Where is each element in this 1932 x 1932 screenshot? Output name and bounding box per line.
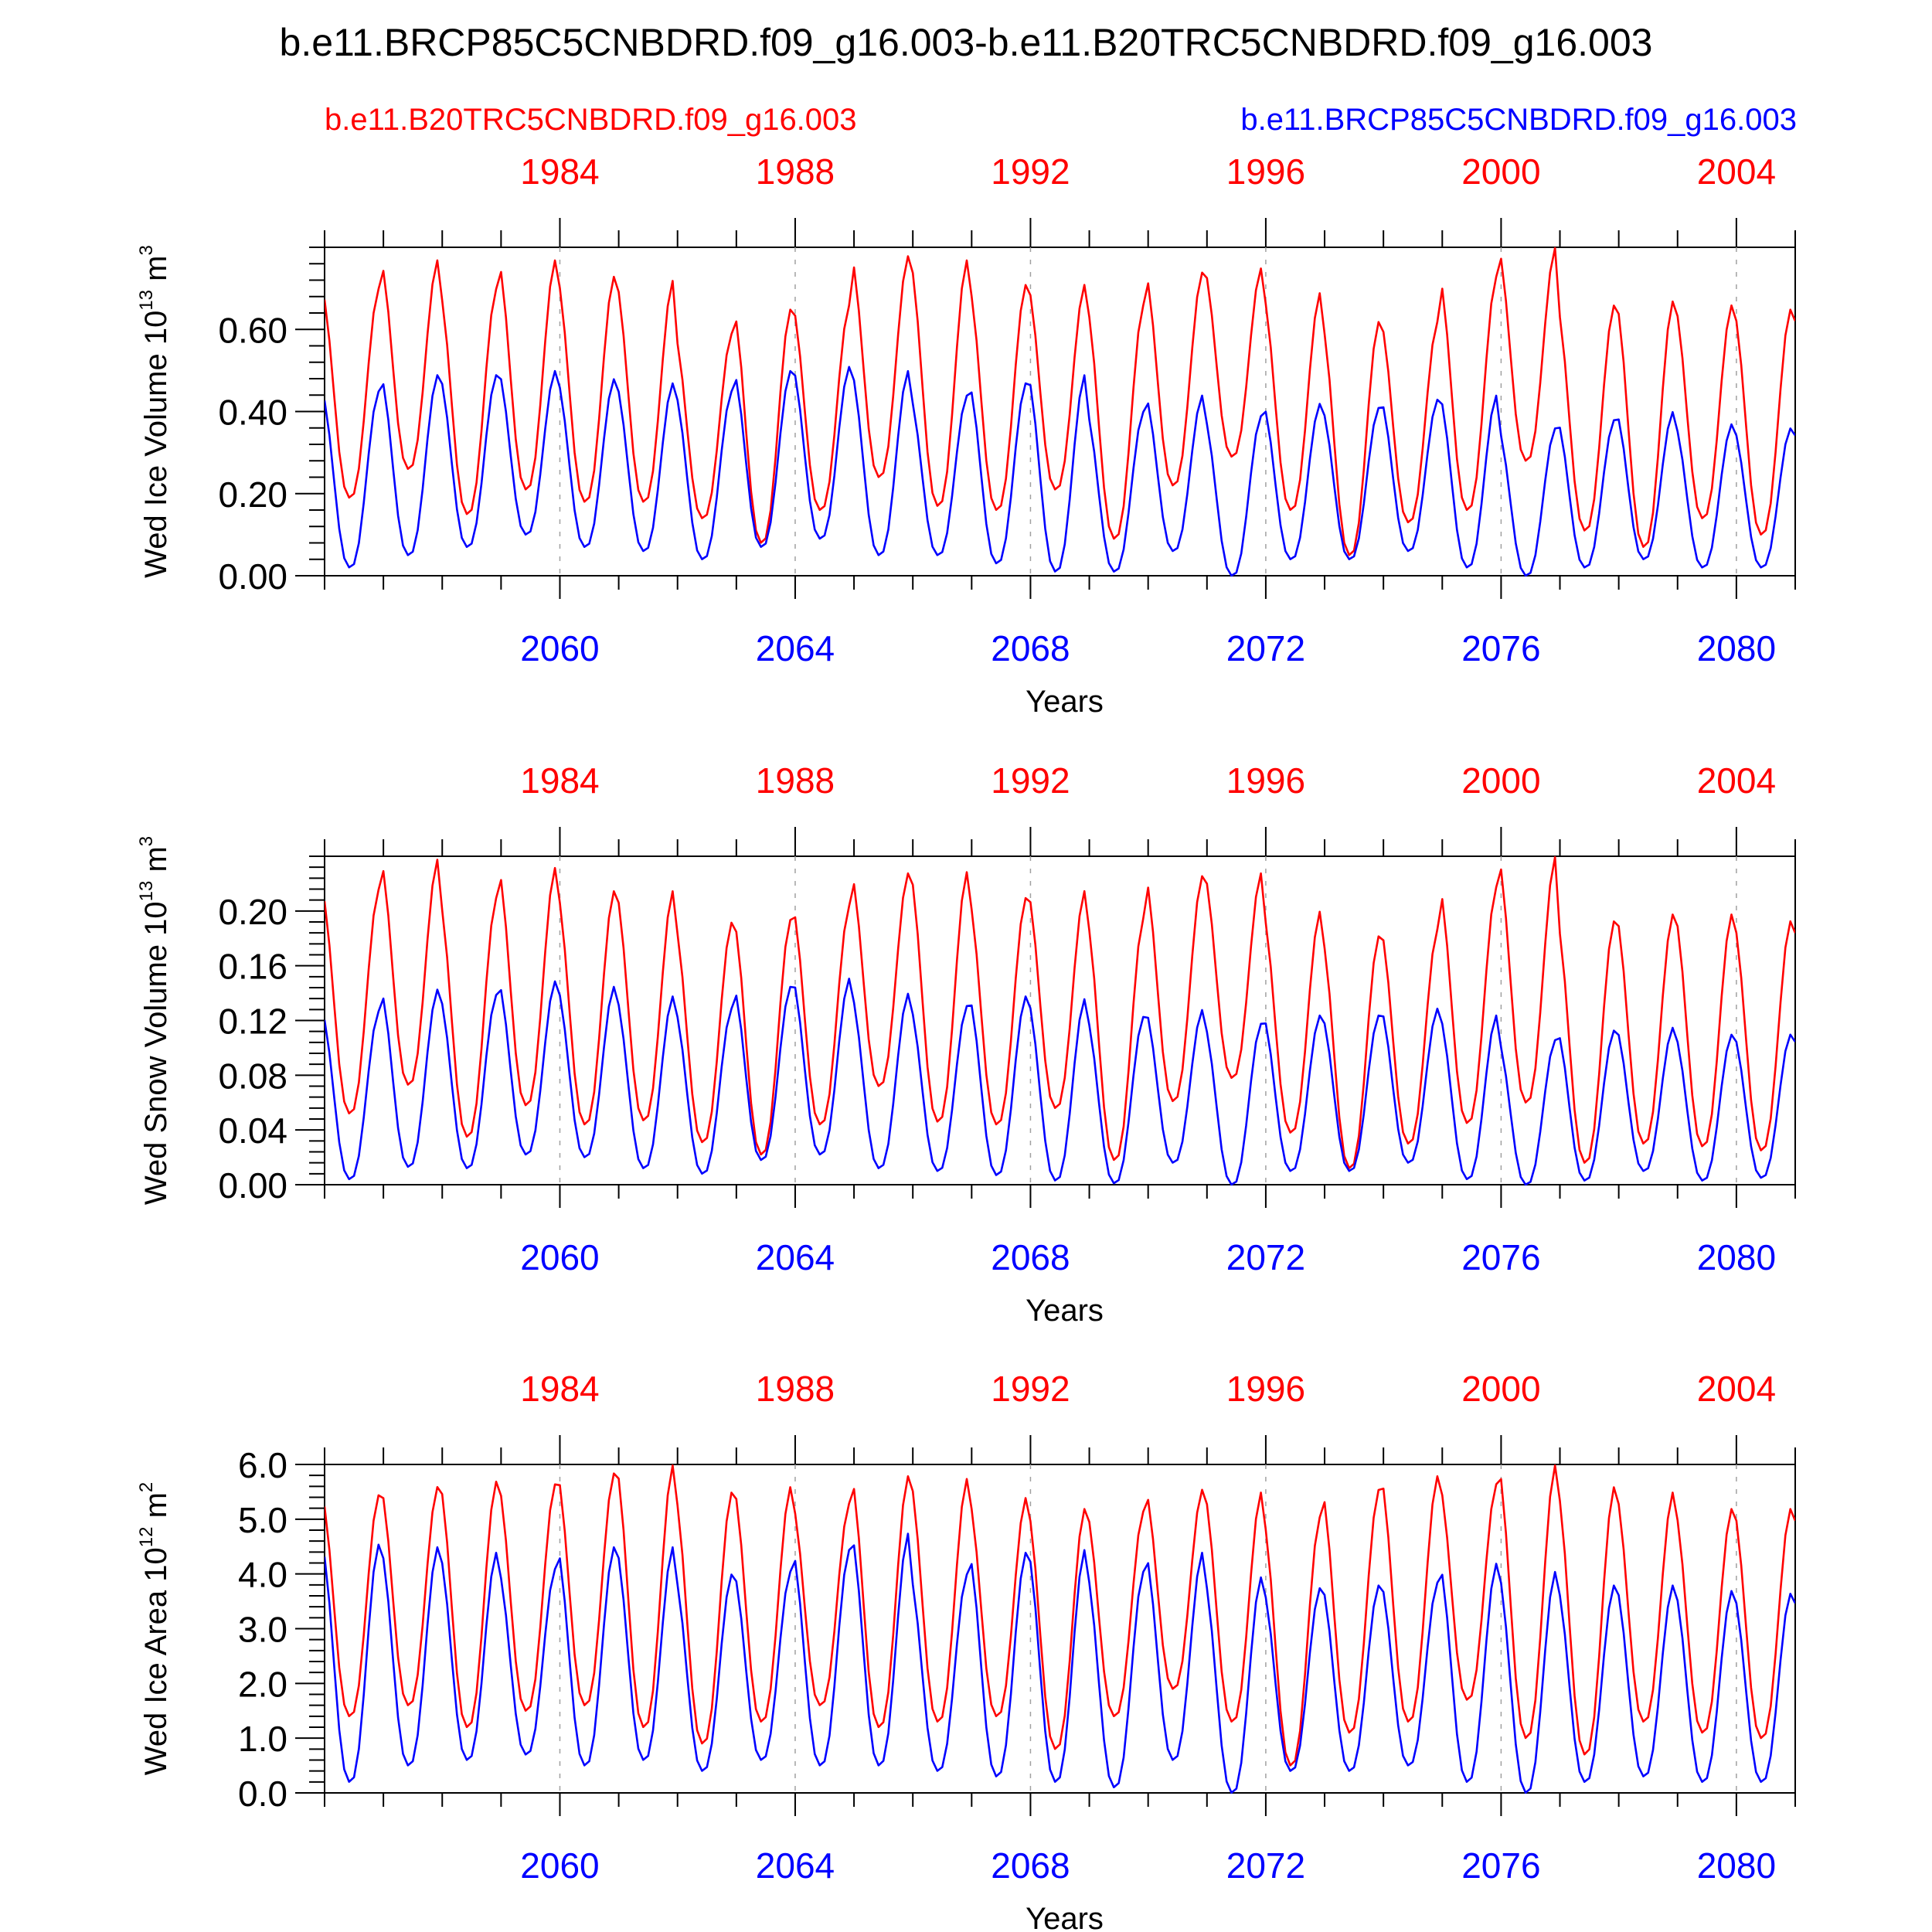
panel-ice-area: 2060 2064 2068 2072 2076 2080 Years 1984 1988 199… xyxy=(136,1369,1796,1932)
panel-ice-volume: 2060 2064 2068 2072 2076 2080 Years 1984 1988 199… xyxy=(136,151,1796,719)
y-tick-label: 5.0 xyxy=(238,1500,287,1540)
figure-title: b.e11.BRCP85C5CNBDRD.f09_g16.003-b.e11.B… xyxy=(280,21,1653,64)
y-tick-label: 1.0 xyxy=(238,1719,287,1759)
y-tick-label: 0.40 xyxy=(218,393,287,433)
top-tick-label: 2000 xyxy=(1461,151,1540,192)
bottom-tick-label: 2060 xyxy=(520,1845,599,1886)
bottom-tick-label: 2068 xyxy=(991,628,1070,668)
top-tick-label: 1996 xyxy=(1226,1369,1305,1409)
top-tick-label: 1996 xyxy=(1226,760,1305,801)
panel-snow-volume: 2060 2064 2068 2072 2076 2080 Years 1984 1988 199… xyxy=(136,760,1796,1328)
plot-frame xyxy=(324,855,1796,1185)
bottom-tick-label: 2072 xyxy=(1226,1845,1305,1886)
bottom-tick-label: 2068 xyxy=(991,1237,1070,1277)
x-axis-label: Years xyxy=(1026,1294,1104,1328)
top-tick-label: 1992 xyxy=(991,760,1070,801)
top-tick-label: 2000 xyxy=(1461,1369,1540,1409)
bottom-tick-label: 2076 xyxy=(1461,1237,1540,1277)
plot-frame xyxy=(324,247,1796,577)
top-tick-label: 1988 xyxy=(756,760,835,801)
top-tick-label: 2004 xyxy=(1697,1369,1776,1409)
top-tick-label: 2004 xyxy=(1697,151,1776,192)
y-tick-label: 0.20 xyxy=(218,474,287,515)
bottom-tick-label: 2064 xyxy=(756,1237,835,1277)
top-tick-label: 2000 xyxy=(1461,760,1540,801)
bottom-tick-label: 2060 xyxy=(520,628,599,668)
bottom-tick-label: 2080 xyxy=(1697,1237,1776,1277)
legend-future-label: b.e11.BRCP85C5CNBDRD.f09_g16.003 xyxy=(1240,103,1797,137)
bottom-tick-label: 2064 xyxy=(756,628,835,668)
y-tick-label: 2.0 xyxy=(238,1664,287,1704)
y-axis-label: Wed Ice Volume 1013 m3 xyxy=(136,245,173,578)
top-tick-label: 1992 xyxy=(991,1369,1070,1409)
series-line-future xyxy=(325,978,1795,1186)
y-tick-label: 0.60 xyxy=(218,310,287,350)
bottom-tick-label: 2072 xyxy=(1226,628,1305,668)
legend-control-label: b.e11.B20TRC5CNBDRD.f09_g16.003 xyxy=(325,103,857,137)
bottom-tick-label: 2068 xyxy=(991,1845,1070,1886)
panels: 2060 2064 2068 2072 2076 2080 Years 1984 1988 199… xyxy=(136,151,1796,1932)
y-tick-label: 0.16 xyxy=(218,947,287,987)
y-tick-label: 0.00 xyxy=(218,556,287,597)
top-tick-label: 1984 xyxy=(520,151,599,192)
y-tick-label: 0.12 xyxy=(218,1002,287,1042)
bottom-tick-label: 2076 xyxy=(1461,1845,1540,1886)
y-tick-label: 6.0 xyxy=(238,1445,287,1485)
bottom-tick-label: 2060 xyxy=(520,1237,599,1277)
top-tick-label: 1988 xyxy=(756,151,835,192)
series-line-future xyxy=(325,1532,1795,1794)
top-tick-label: 1996 xyxy=(1226,151,1305,192)
y-tick-label: 4.0 xyxy=(238,1555,287,1595)
series-line-control xyxy=(325,247,1795,556)
x-axis-label: Years xyxy=(1026,1902,1104,1932)
y-tick-label: 0.20 xyxy=(218,892,287,932)
y-tick-label: 0.04 xyxy=(218,1111,287,1151)
bottom-tick-label: 2076 xyxy=(1461,628,1540,668)
top-tick-label: 1984 xyxy=(520,1369,599,1409)
y-axis-label: Wed Ice Area 1012 m2 xyxy=(136,1482,173,1776)
top-tick-label: 1984 xyxy=(520,760,599,801)
y-tick-label: 0.0 xyxy=(238,1774,287,1814)
bottom-tick-label: 2080 xyxy=(1697,1845,1776,1886)
top-tick-label: 1992 xyxy=(991,151,1070,192)
bottom-tick-label: 2072 xyxy=(1226,1237,1305,1277)
series-line-future xyxy=(325,366,1795,577)
y-tick-label: 3.0 xyxy=(238,1610,287,1650)
y-tick-label: 0.00 xyxy=(218,1165,287,1206)
top-tick-label: 2004 xyxy=(1697,760,1776,801)
series-line-control xyxy=(325,855,1795,1169)
series-line-control xyxy=(325,1464,1795,1767)
bottom-tick-label: 2064 xyxy=(756,1845,835,1886)
y-axis-label: Wed Snow Volume 1013 m3 xyxy=(136,836,173,1205)
x-axis-label: Years xyxy=(1026,685,1104,719)
y-tick-label: 0.08 xyxy=(218,1056,287,1096)
bottom-tick-label: 2080 xyxy=(1697,628,1776,668)
top-tick-label: 1988 xyxy=(756,1369,835,1409)
